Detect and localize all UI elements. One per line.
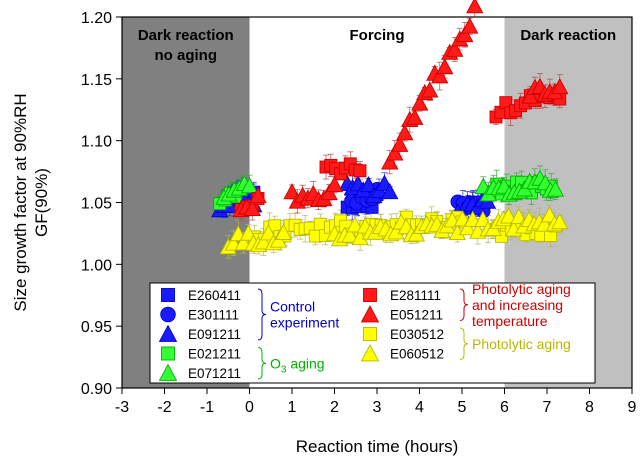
legend-bracket-0 <box>257 288 267 341</box>
legend-group-label-2-line2: and increasing <box>472 297 563 313</box>
legend-label-E071211: E071211 <box>188 366 241 381</box>
x-tick-label-2: -1 <box>200 399 214 416</box>
legend-group-label-0-line2: experiment <box>270 315 339 331</box>
legend-group-label-2-line1: Photolytic aging <box>472 281 571 297</box>
x-tick-label-7: 4 <box>415 399 424 416</box>
x-tick-label-4: 1 <box>288 399 297 416</box>
x-tick-label-5: 2 <box>330 399 339 416</box>
x-tick-label-11: 8 <box>585 399 594 416</box>
x-tick-label-8: 5 <box>458 399 467 416</box>
point-E051211-24 <box>436 58 454 75</box>
legend-label-E060512: E060512 <box>390 347 444 362</box>
data-markers <box>211 0 569 255</box>
y-tick-label-1: 0.95 <box>81 319 112 336</box>
x-tick-label-0: -3 <box>115 399 129 416</box>
x-tick-label-9: 6 <box>500 399 509 416</box>
legend-marker-E021211 <box>161 346 175 361</box>
point-E051211-29 <box>461 17 479 34</box>
legend-marker-E060512 <box>360 344 380 362</box>
legend-bracket-1 <box>257 347 267 380</box>
x-tick-label-6: 3 <box>373 399 382 416</box>
y-tick-label-5: 1.15 <box>81 72 112 89</box>
point-E060512-11 <box>274 223 293 240</box>
region-label-2: Dark reaction <box>520 27 616 44</box>
legend-marker-E281111 <box>363 288 377 302</box>
point-E060512-7 <box>254 233 273 250</box>
point-E051211-2 <box>243 199 261 217</box>
legend-label-E301111: E301111 <box>188 308 239 323</box>
point-E051211-19 <box>411 94 429 111</box>
legend: E260411 E301111 E091211 E021211 E071211 E2811… <box>149 281 596 384</box>
point-E071211-5 <box>240 177 259 194</box>
legend-marker-E071211 <box>158 363 178 381</box>
point-E051211-13 <box>381 153 399 170</box>
point-E051211-37 <box>551 77 569 95</box>
point-E051211-15 <box>391 135 409 152</box>
point-E091211-12 <box>359 175 378 193</box>
y-axis-title-line1: Size growth factor at 90%RH <box>11 93 30 311</box>
y-tick-label-4: 1.10 <box>81 134 112 151</box>
legend-marker-E030512 <box>363 327 377 341</box>
legend-marker-E301111 <box>160 306 176 323</box>
region-label-0: Dark reaction <box>138 27 234 44</box>
x-axis-title: Reaction time (hours) <box>296 437 459 456</box>
point-E051211-26 <box>446 40 464 57</box>
point-E051211-30 <box>466 0 484 14</box>
legend-label-E051211: E051211 <box>390 308 443 323</box>
x-tick-label-3: 0 <box>245 399 254 416</box>
point-E051211-21 <box>421 81 439 98</box>
point-E060512-38 <box>458 219 477 236</box>
x-tick-label-10: 7 <box>543 399 552 416</box>
legend-group-label-2-line3: temperature <box>472 313 548 329</box>
y-tick-label-6: 1.20 <box>81 10 112 27</box>
y-axis-title-line2: GF(90%) <box>32 168 51 237</box>
legend-marker-E051211 <box>360 305 380 323</box>
point-E060512-56 <box>551 212 569 230</box>
point-E051211-11 <box>320 183 338 201</box>
legend-group-label-1: O3 aging <box>270 355 325 375</box>
point-E051211-12 <box>325 175 344 193</box>
legend-marker-E091211 <box>158 324 178 342</box>
point-E060512-15 <box>341 226 359 243</box>
region-label-1: Forcing <box>350 27 405 44</box>
point-E051211-16 <box>396 124 414 141</box>
legend-label-E091211: E091211 <box>188 327 241 342</box>
point-E281111-11 <box>353 164 367 178</box>
legend-label-E030512: E030512 <box>390 327 444 342</box>
axis-ticks: -3 -2 -1 0 1 2 3 4 5 6 7 8 9 0.90 0.95 1.00 1.05 1.10 1.15… <box>81 10 637 416</box>
point-E051211-23 <box>431 67 449 84</box>
region-labels: Dark reaction no aging Forcing Dark reactio… <box>138 27 616 64</box>
point-E071211-20 <box>546 180 565 197</box>
point-E051211-14 <box>386 144 404 161</box>
legend-bracket-3 <box>459 327 469 360</box>
point-E051211-28 <box>456 25 474 43</box>
legend-label-E260411: E260411 <box>188 288 241 303</box>
legend-label-E281111: E281111 <box>390 288 441 303</box>
y-tick-label-3: 1.05 <box>81 196 112 213</box>
legend-marker-E260411 <box>161 288 175 302</box>
y-tick-label-2: 1.00 <box>81 257 112 274</box>
x-tick-label-12: 9 <box>628 399 637 416</box>
region-label-0-line2: no aging <box>155 47 218 64</box>
legend-bracket-2 <box>459 288 469 321</box>
point-E051211-31 <box>521 87 539 104</box>
point-E060512-46 <box>499 207 518 224</box>
x-tick-label-1: -2 <box>157 399 171 416</box>
point-E051211-3 <box>249 186 267 203</box>
y-tick-label-0: 0.90 <box>81 381 112 398</box>
point-E060512-16 <box>346 216 364 233</box>
point-E091211-16 <box>381 182 399 200</box>
legend-group-label-3-line1: Photolytic aging <box>472 336 571 352</box>
legend-group-label-0-line1: Control <box>270 299 315 315</box>
legend-label-E021211: E021211 <box>188 347 241 362</box>
point-E051211-18 <box>406 108 424 125</box>
